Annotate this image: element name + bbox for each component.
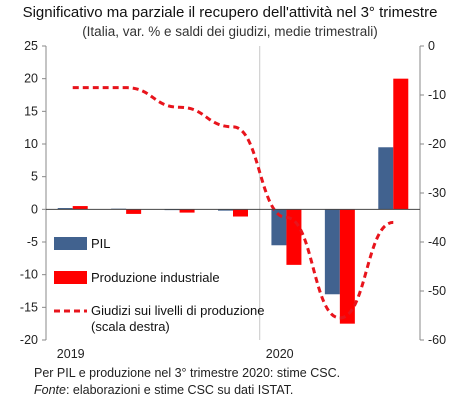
legend-label-giudizi: Giudizi sui livelli di produzione bbox=[91, 303, 264, 318]
bar-pil bbox=[271, 209, 287, 246]
left-tick-label: 0 bbox=[31, 202, 38, 216]
x-tick-label-2019: 2019 bbox=[57, 347, 85, 361]
bar-pil bbox=[218, 209, 233, 211]
left-tick-label: 5 bbox=[31, 170, 38, 184]
right-tick-label: -10 bbox=[428, 88, 446, 102]
legend-label-produzione: Produzione industriale bbox=[91, 270, 220, 285]
right-tick-label: -20 bbox=[428, 137, 446, 151]
right-tick-label: -60 bbox=[428, 333, 446, 347]
bar-produzione bbox=[179, 209, 195, 213]
bar-produzione bbox=[233, 209, 248, 217]
footnote: Per PIL e produzione nel 3° trimestre 20… bbox=[34, 366, 341, 380]
chart-line bbox=[72, 86, 394, 320]
bar-pil bbox=[324, 209, 340, 295]
legend-swatch-pil bbox=[54, 237, 87, 250]
right-tick-label: 0 bbox=[428, 39, 435, 53]
bar-pil bbox=[57, 208, 73, 210]
right-tick-label: -40 bbox=[428, 235, 446, 249]
left-tick-label: 25 bbox=[24, 39, 38, 53]
legend-label-giudizi-line2: (scala destra) bbox=[91, 319, 170, 334]
right-tick-label: -30 bbox=[428, 186, 446, 200]
chart-bars bbox=[57, 78, 409, 324]
bar-produzione bbox=[72, 206, 88, 210]
left-tick-label: -10 bbox=[20, 268, 38, 282]
chart-subtitle: (Italia, var. % e saldi dei giudizi, med… bbox=[82, 24, 378, 39]
bar-pil bbox=[378, 147, 394, 210]
left-tick-label: 20 bbox=[24, 72, 38, 86]
source-label: Fonte bbox=[34, 383, 66, 397]
left-tick-label: -20 bbox=[20, 333, 38, 347]
left-tick-label: 15 bbox=[24, 104, 38, 118]
bar-produzione bbox=[393, 78, 409, 210]
line-giudizi bbox=[72, 86, 394, 320]
left-tick-label: -15 bbox=[20, 300, 38, 314]
legend-swatch-produzione bbox=[54, 271, 87, 284]
chart-title: Significativo ma parziale il recupero de… bbox=[22, 4, 438, 21]
right-tick-label: -50 bbox=[428, 284, 446, 298]
source-text: : elaborazioni e stime CSC su dati ISTAT… bbox=[65, 383, 294, 397]
source-note: Fonte: elaborazioni e stime CSC su dati … bbox=[34, 383, 293, 397]
bar-produzione bbox=[126, 209, 142, 214]
chart-axes: 25 20 15 10 5 0 -5 -10 -15 -20 0 -10 -20 -30 -40 -50 -60… bbox=[20, 39, 446, 361]
chart-legend: PIL Produzione industriale Giudizi sui liv… bbox=[54, 236, 264, 334]
left-tick-label: 10 bbox=[24, 137, 38, 151]
legend-label-pil: PIL bbox=[91, 236, 111, 251]
x-tick-label-2020: 2020 bbox=[266, 347, 294, 361]
bar-produzione bbox=[339, 209, 355, 324]
left-tick-label: -5 bbox=[27, 235, 38, 249]
